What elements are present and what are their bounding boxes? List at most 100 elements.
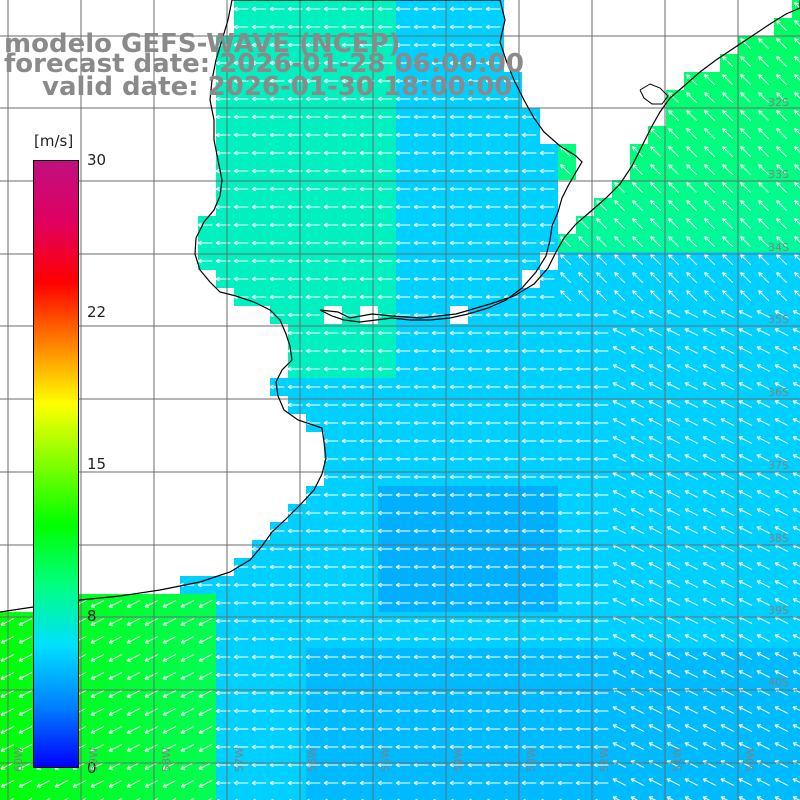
- wind-arrow: [449, 60, 465, 66]
- wind-cell: [792, 126, 800, 144]
- lon-label-55w: 55W: [379, 747, 392, 772]
- wind-arrow: [269, 6, 285, 12]
- lat-label-40s: 40S: [768, 676, 789, 689]
- wind-cell: [54, 792, 72, 800]
- wind-cell: [792, 450, 800, 468]
- lat-label-35s: 35S: [768, 313, 789, 326]
- wind-cell: [792, 108, 800, 126]
- wind-arrow: [251, 60, 267, 66]
- wind-cell: [792, 684, 800, 702]
- wind-cell: [792, 522, 800, 540]
- wind-cell: [180, 792, 198, 800]
- wind-cell: [234, 792, 252, 800]
- wind-arrow: [431, 42, 447, 48]
- lon-label-56w: 56W: [306, 747, 319, 772]
- lat-label-36s: 36S: [768, 386, 789, 399]
- wind-cell: [792, 558, 800, 576]
- wind-arrow: [305, 24, 321, 30]
- wind-arrow: [341, 42, 357, 48]
- wind-cell: [558, 792, 576, 800]
- colorbar: [33, 160, 79, 768]
- wind-cell: [792, 648, 800, 666]
- lat-label-38s: 38S: [768, 532, 789, 545]
- wind-arrow: [323, 6, 339, 12]
- wind-arrow: [251, 24, 267, 30]
- wind-arrow: [377, 78, 393, 84]
- wind-arrow: [485, 60, 501, 66]
- wind-cell: [594, 792, 612, 800]
- wind-cell: [792, 306, 800, 324]
- wind-arrow: [215, 42, 231, 48]
- wind-cell: [252, 792, 270, 800]
- wind-cell: [414, 792, 432, 800]
- wind-arrow: [776, 20, 788, 32]
- wind-cell: [792, 324, 800, 342]
- wind-arrow: [758, 38, 770, 50]
- wind-cell: [360, 792, 378, 800]
- wind-arrow: [377, 42, 393, 48]
- lon-label-59w: 59W: [87, 747, 100, 772]
- wind-arrow: [323, 24, 339, 30]
- wind-arrow: [323, 42, 339, 48]
- wind-arrow: [431, 6, 447, 12]
- wind-cell: [792, 288, 800, 306]
- wind-arrow: [722, 56, 734, 68]
- wind-arrow: [485, 42, 501, 48]
- wind-arrow: [323, 78, 339, 84]
- wind-cell: [792, 738, 800, 756]
- lon-label-52w: 52W: [598, 747, 611, 772]
- wind-cell: [792, 630, 800, 648]
- wind-cell: [18, 792, 36, 800]
- wind-arrow: [758, 56, 770, 68]
- wind-arrow: [233, 78, 249, 84]
- wind-cell: [540, 792, 558, 800]
- colorbar-tick-22: 22: [87, 303, 107, 321]
- wind-arrow: [269, 78, 285, 84]
- wind-cell: [792, 36, 800, 54]
- wind-cell: [792, 72, 800, 90]
- colorbar-unit: [m/s]: [34, 132, 74, 150]
- wind-arrow: [341, 78, 357, 84]
- wind-cell: [522, 792, 540, 800]
- wind-arrow: [395, 42, 411, 48]
- wind-arrow: [395, 6, 411, 12]
- wind-cell: [324, 792, 342, 800]
- wind-arrow: [215, 60, 231, 66]
- wind-arrow: [776, 38, 788, 50]
- wind-arrow: [449, 6, 465, 12]
- wind-cell: [738, 792, 756, 800]
- wind-arrow: [359, 6, 375, 12]
- wind-cell: [774, 792, 792, 800]
- wind-arrow: [215, 78, 231, 84]
- wind-cell: [792, 432, 800, 450]
- wind-arrow: [467, 24, 483, 30]
- wind-arrow: [377, 60, 393, 66]
- lat-label-39s: 39S: [768, 604, 789, 617]
- wind-arrow: [269, 24, 285, 30]
- colorbar-tick-30: 30: [87, 151, 107, 169]
- wind-cell: [288, 792, 306, 800]
- wind-arrow: [776, 56, 788, 68]
- lat-label-34s: 34S: [768, 241, 789, 254]
- lon-label-51w: 51W: [671, 747, 684, 772]
- wind-arrow: [323, 60, 339, 66]
- wind-arrow: [341, 60, 357, 66]
- wind-arrow: [413, 6, 429, 12]
- wind-cell: [486, 792, 504, 800]
- wind-cell: [126, 792, 144, 800]
- colorbar-tick-15: 15: [87, 455, 107, 473]
- wind-arrow: [233, 6, 249, 12]
- wind-cell: [630, 792, 648, 800]
- wind-cell: [198, 792, 216, 800]
- wind-arrow: [377, 24, 393, 30]
- wind-arrow: [449, 42, 465, 48]
- wind-cell: [270, 792, 288, 800]
- wind-arrow: [377, 6, 393, 12]
- colorbar-tick-8: 8: [87, 607, 97, 625]
- wind-cell: [504, 792, 522, 800]
- lat-label-33s: 33S: [768, 168, 789, 181]
- wind-arrow: [305, 60, 321, 66]
- wind-cell: [792, 666, 800, 684]
